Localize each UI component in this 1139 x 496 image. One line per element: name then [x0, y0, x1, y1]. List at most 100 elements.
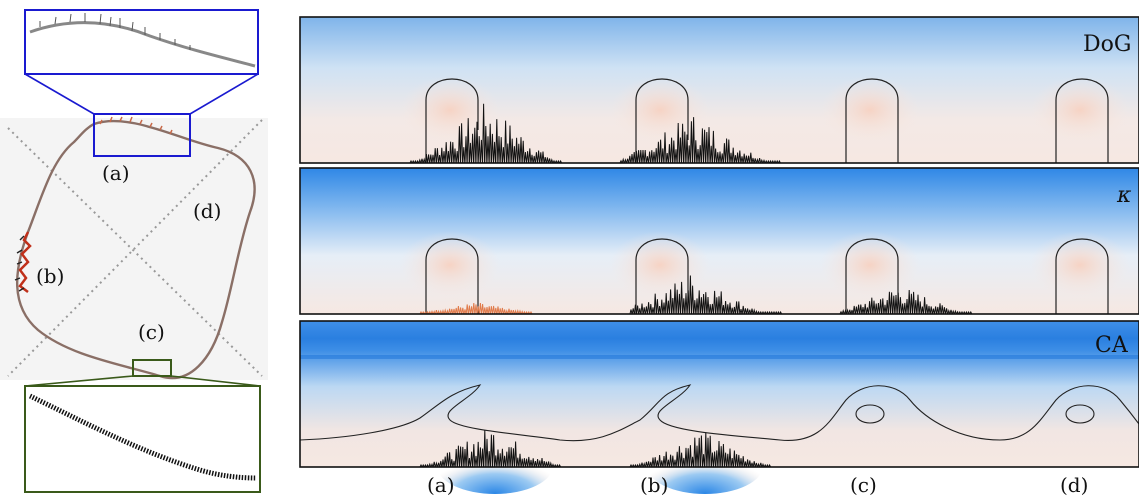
noise-spike — [656, 141, 660, 164]
noise-spike — [498, 308, 502, 315]
noise-spike — [852, 305, 856, 315]
noise-spike — [533, 461, 537, 468]
row-dog: DoG — [299, 16, 1139, 164]
row-kappa-noise-c — [839, 289, 973, 315]
noise-spike — [431, 154, 435, 164]
noise-spike — [684, 293, 688, 315]
noise-spike — [638, 462, 642, 468]
noise-spike — [681, 123, 685, 164]
noise-spike — [863, 303, 867, 315]
noise-spike — [479, 139, 483, 164]
noise-spike — [669, 289, 673, 315]
noise-spike — [732, 306, 736, 315]
noise-spike — [927, 305, 931, 315]
noise-spike — [750, 462, 754, 468]
noise-spike — [534, 152, 538, 164]
row-ca: CA — [299, 320, 1139, 494]
noise-spike — [433, 148, 437, 164]
row-kappa-pink-blob-3 — [820, 231, 920, 299]
noise-spike — [428, 462, 432, 468]
noise-spike — [536, 458, 540, 468]
noise-spike — [675, 289, 679, 315]
noise-spike — [865, 307, 869, 315]
noise-spike — [430, 462, 434, 468]
row-dog-noise-b — [619, 117, 781, 164]
row-dog-pink-blob-3 — [820, 76, 920, 144]
noise-spike — [876, 302, 880, 315]
zoom-region-top — [93, 113, 191, 157]
noise-spike — [716, 152, 720, 164]
noise-spike — [758, 158, 762, 164]
noise-spike — [896, 292, 900, 315]
noise-spike — [678, 137, 682, 164]
noise-spike — [437, 462, 441, 468]
noise-spike — [658, 305, 662, 315]
noise-spike — [504, 120, 508, 164]
noise-spike — [550, 158, 554, 164]
noise-spike — [642, 307, 646, 315]
noise-spike — [486, 136, 490, 164]
noise-spike — [762, 159, 766, 164]
noise-spike — [460, 123, 464, 164]
noise-spike — [846, 308, 850, 315]
noise-spike — [497, 136, 501, 164]
noise-spike — [623, 158, 627, 164]
noise-spike — [683, 131, 687, 164]
noise-spike — [476, 441, 480, 468]
noise-spike — [695, 445, 699, 468]
noise-spike — [427, 154, 431, 164]
noise-spike — [673, 283, 677, 315]
noise-spike — [437, 309, 441, 315]
noise-spike — [669, 454, 673, 468]
noise-spike — [521, 140, 525, 164]
noise-spike — [710, 452, 714, 468]
noise-spike — [650, 150, 654, 164]
noise-spike — [703, 129, 707, 164]
noise-spike — [435, 148, 439, 164]
row-dog-bubble-b — [635, 78, 689, 163]
noise-spike — [496, 449, 500, 468]
noise-spike — [520, 310, 524, 315]
noise-spike — [754, 462, 758, 468]
noise-spike — [717, 440, 721, 468]
noise-spike — [912, 291, 916, 315]
zoom-connector-bottom-right — [170, 375, 261, 387]
row-kappa-pink-blob-1 — [400, 231, 500, 299]
noise-spike — [736, 152, 740, 164]
noise-spike — [698, 145, 702, 164]
row-ca-band — [300, 355, 1139, 359]
noise-spike — [733, 155, 737, 164]
noise-spike — [432, 310, 436, 315]
left-panel: (a) (b) (c) (d) — [0, 9, 268, 493]
noise-spike — [487, 451, 491, 468]
noise-spike — [861, 307, 865, 315]
noise-spike — [737, 301, 741, 315]
noise-spike — [474, 455, 478, 468]
noise-spike — [634, 150, 638, 164]
noise-spike — [530, 154, 534, 164]
noise-spike — [511, 309, 515, 315]
noise-spike — [739, 309, 743, 315]
noise-spike — [724, 452, 728, 468]
noise-spike — [505, 309, 509, 315]
noise-spike — [883, 304, 887, 315]
noise-spike — [514, 441, 518, 468]
noise-spike — [424, 154, 428, 164]
noise-spike — [446, 151, 450, 164]
row-dog-bubble-c — [845, 78, 899, 163]
noise-spike — [680, 452, 684, 468]
noise-spike — [465, 441, 469, 468]
row-dog-noise-a — [409, 103, 563, 164]
noise-spike — [551, 463, 555, 468]
row-ca-frame — [299, 320, 1139, 468]
noise-spike — [640, 462, 644, 468]
noise-spike — [515, 137, 519, 164]
row-kappa-bubble-a — [425, 238, 479, 314]
left-label-b: (b) — [36, 264, 64, 288]
column-label-b: (b) — [640, 473, 668, 496]
row-label-dog: DoG — [1083, 32, 1131, 57]
noise-spike — [485, 307, 489, 315]
noise-spike — [740, 156, 744, 164]
noise-spike — [439, 460, 443, 468]
noise-spike — [747, 155, 751, 164]
